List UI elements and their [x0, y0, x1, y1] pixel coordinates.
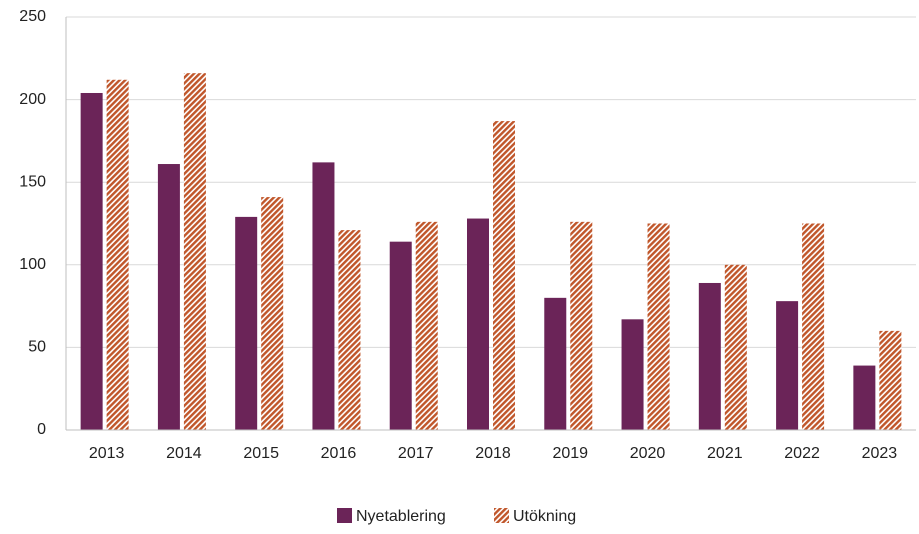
- bar: [235, 216, 258, 430]
- bar: [261, 197, 284, 430]
- bar: [647, 223, 670, 430]
- bar: [467, 218, 489, 430]
- bar: [621, 319, 644, 430]
- bar: [157, 164, 180, 430]
- legend-label: Nyetablering: [356, 508, 446, 525]
- legend-label: Utökning: [513, 508, 576, 525]
- bar: [570, 221, 593, 430]
- x-tick-label: 2019: [552, 445, 588, 462]
- y-tick-label: 0: [37, 421, 46, 438]
- y-tick-label: 100: [19, 256, 46, 273]
- bar: [415, 221, 438, 430]
- y-tick-label: 50: [28, 339, 46, 356]
- x-tick-label: 2016: [321, 445, 357, 462]
- x-tick-label: 2021: [707, 445, 743, 462]
- x-tick-label: 2020: [630, 445, 666, 462]
- bar: [106, 79, 129, 430]
- x-tick-label: 2023: [862, 445, 898, 462]
- x-tick-label: 2014: [166, 445, 202, 462]
- bar: [493, 121, 515, 431]
- bar: [698, 282, 721, 430]
- bar: [80, 92, 103, 430]
- bar: [724, 264, 747, 430]
- bar: [544, 297, 567, 430]
- x-tick-label: 2022: [784, 445, 820, 462]
- legend-swatch: [337, 508, 352, 523]
- bar: [183, 73, 206, 430]
- x-tick-label: 2018: [475, 445, 511, 462]
- bar: [853, 365, 876, 430]
- y-tick-label: 150: [19, 173, 46, 190]
- y-tick-label: 250: [19, 8, 46, 25]
- bar: [879, 330, 902, 430]
- bar: [312, 162, 335, 430]
- x-tick-label: 2017: [398, 445, 434, 462]
- bar: [776, 301, 799, 430]
- bar: [802, 223, 825, 430]
- legend-swatch: [494, 508, 509, 523]
- x-tick-label: 2015: [243, 445, 279, 462]
- y-tick-label: 200: [19, 91, 46, 108]
- bar: [389, 241, 412, 430]
- bar: [338, 230, 361, 430]
- x-tick-label: 2013: [89, 445, 125, 462]
